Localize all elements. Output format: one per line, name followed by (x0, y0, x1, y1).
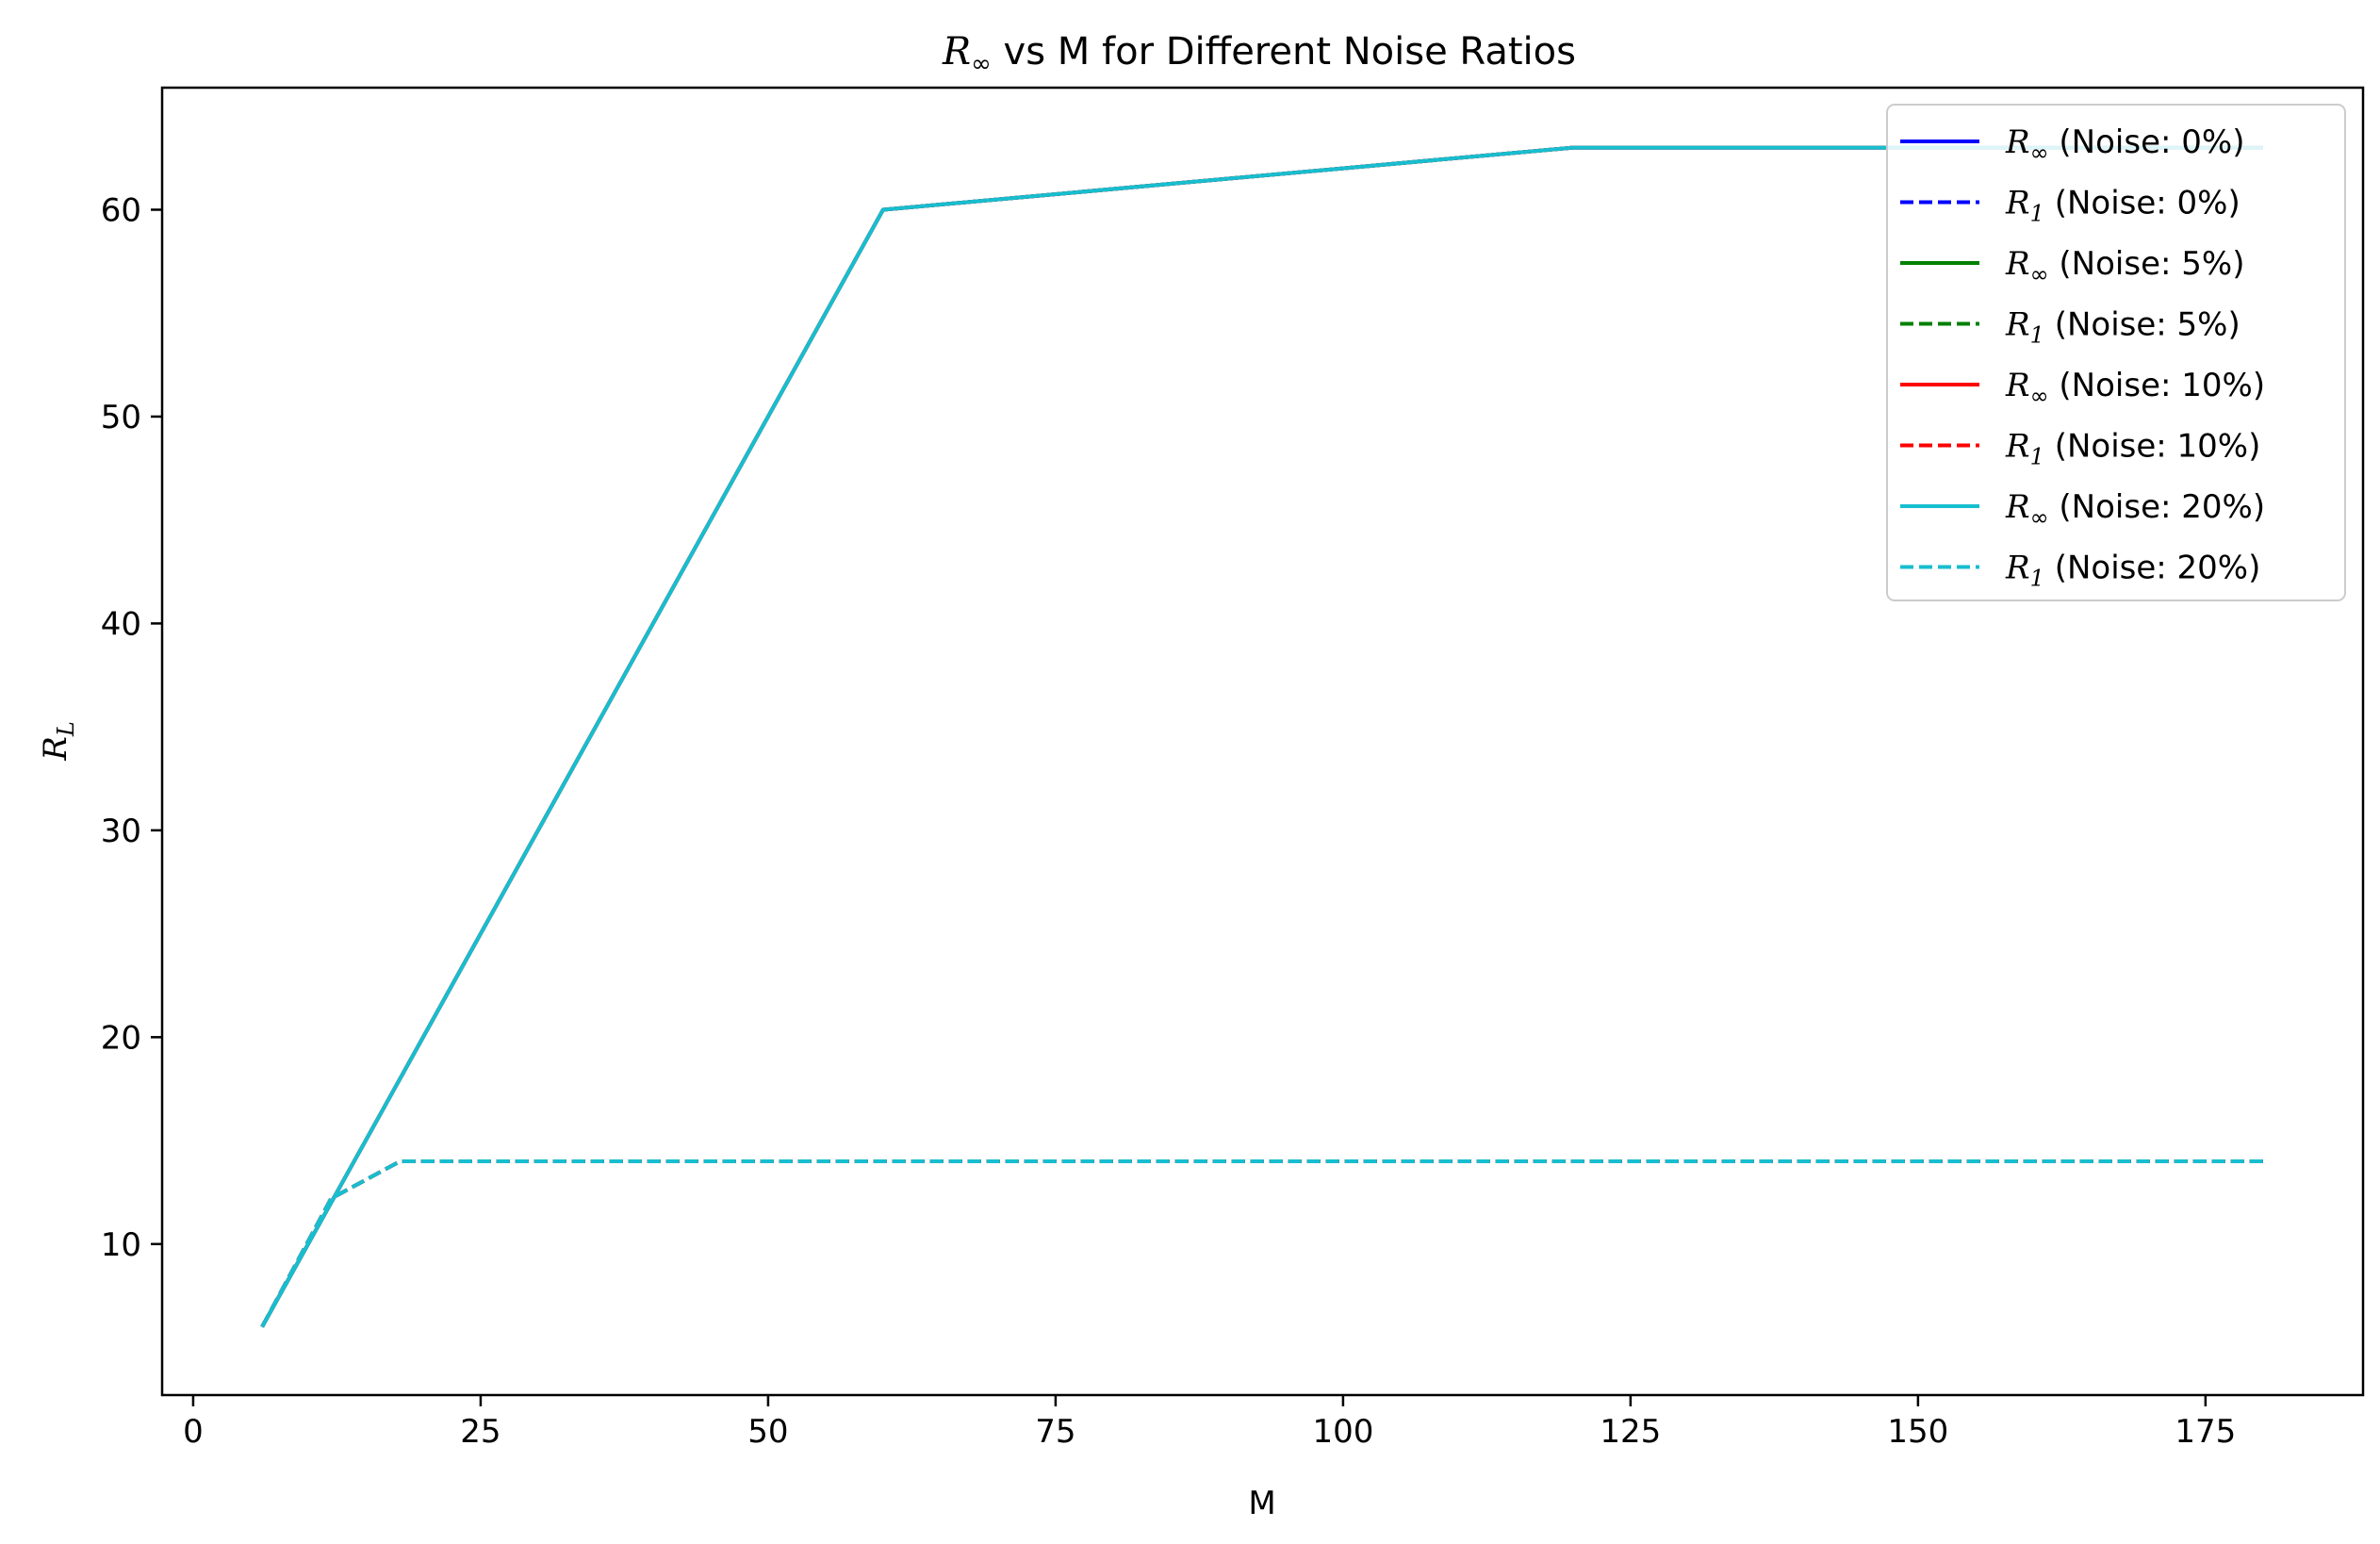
plot-frame (160, 86, 2365, 1397)
series-line-7 (260, 1159, 2263, 1328)
x-tick-label-1: 25 (460, 1413, 501, 1451)
legend-label-1: R1 (Noise: 0%) (2005, 185, 2240, 227)
y-axis: 10 20 30 40 50 60 (101, 191, 162, 1264)
legend-box (1886, 104, 2346, 601)
y-tick-label-5: 60 (101, 191, 141, 229)
x-tick-label-2: 50 (747, 1413, 788, 1451)
y-tick-label-0: 10 (101, 1226, 141, 1264)
y-axis-title-symbol: R (37, 736, 74, 762)
chart-title: R∞ vs M for Different Noise Ratios (942, 30, 1576, 78)
x-tick-label-3: 75 (1035, 1413, 1075, 1451)
series-layer (260, 145, 2263, 1328)
chart-title-text: vs M for Different Noise Ratios (992, 30, 1576, 74)
y-tick-label-4: 50 (101, 399, 141, 436)
legend-label-4: R∞ (Noise: 10%) (2005, 367, 2265, 409)
x-tick-label-7: 175 (2175, 1413, 2236, 1451)
x-tick-label-0: 0 (183, 1413, 204, 1451)
y-axis-title-subscript: L (53, 721, 79, 737)
legend-items: R∞ (Noise: 0%) R1 (Noise: 0%) R∞ (Noise: 5… (1900, 123, 2265, 592)
y-tick-label-2: 30 (101, 813, 141, 850)
legend-label-3: R1 (Noise: 5%) (2005, 306, 2240, 349)
legend-label-7: R1 (Noise: 20%) (2005, 550, 2260, 592)
chart-title-symbol: R (942, 30, 971, 74)
y-tick-label-1: 20 (101, 1019, 141, 1057)
y-tick-label-3: 40 (101, 605, 141, 643)
legend-label-2: R∞ (Noise: 5%) (2005, 245, 2244, 287)
legend-label-0: R∞ (Noise: 0%) (2005, 123, 2244, 166)
y-axis-title-group: RL (37, 721, 79, 762)
x-axis: 0 25 50 75 100 125 150 175 (183, 1395, 2236, 1451)
x-tick-label-4: 100 (1312, 1413, 1373, 1451)
x-tick-label-5: 125 (1600, 1413, 1661, 1451)
y-axis-title: RL (37, 721, 79, 762)
legend: R∞ (Noise: 0%) R1 (Noise: 0%) R∞ (Noise: 5… (1886, 104, 2346, 601)
legend-label-6: R∞ (Noise: 20%) (2005, 488, 2265, 531)
x-axis-title: M (1248, 1485, 1275, 1522)
chart-title-subscript: ∞ (971, 50, 992, 78)
x-tick-label-6: 150 (1887, 1413, 1948, 1451)
legend-label-5: R1 (Noise: 10%) (2005, 428, 2260, 470)
